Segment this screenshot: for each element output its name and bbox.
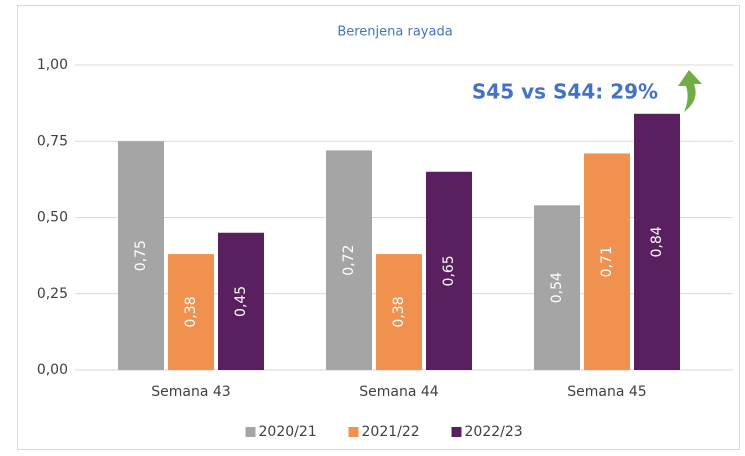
bar bbox=[534, 205, 580, 370]
data-label: 0,45 bbox=[233, 286, 249, 317]
x-tick-label: Semana 44 bbox=[359, 384, 439, 400]
bar bbox=[168, 254, 214, 370]
legend-label: 2020/21 bbox=[259, 424, 317, 440]
bar bbox=[376, 254, 422, 370]
annotation: S45 vs S44: 29% bbox=[472, 80, 658, 104]
bar bbox=[634, 113, 680, 371]
legend-label: 2021/22 bbox=[362, 424, 420, 440]
x-tick-label: Semana 43 bbox=[151, 384, 230, 400]
legend-swatch bbox=[348, 427, 359, 437]
data-label: 0,38 bbox=[183, 296, 199, 327]
data-label: 0,71 bbox=[599, 246, 615, 277]
data-label: 0,38 bbox=[391, 296, 407, 327]
y-tick-label: 0,00 bbox=[37, 362, 68, 378]
legend-label: 2022/23 bbox=[465, 424, 523, 440]
chart-title: Berenjena rayada bbox=[337, 25, 452, 40]
bar bbox=[426, 171, 472, 370]
data-label: 0,65 bbox=[441, 255, 457, 286]
bar bbox=[218, 232, 264, 370]
legend-swatch bbox=[451, 427, 462, 437]
data-label: 0,54 bbox=[549, 272, 565, 303]
bar bbox=[584, 153, 630, 370]
up-arrow bbox=[678, 70, 702, 112]
y-tick-label: 0,25 bbox=[37, 286, 68, 302]
data-label: 0,72 bbox=[341, 245, 357, 276]
y-tick-label: 0,50 bbox=[37, 210, 68, 226]
data-label: 0,84 bbox=[649, 226, 665, 257]
bar bbox=[326, 150, 372, 370]
y-tick-label: 0,75 bbox=[37, 133, 68, 149]
data-label: 0,75 bbox=[133, 240, 149, 271]
y-tick-label: 1,00 bbox=[37, 57, 68, 73]
x-tick-label: Semana 45 bbox=[567, 384, 646, 400]
bar bbox=[118, 141, 164, 370]
legend-swatch bbox=[245, 427, 256, 437]
